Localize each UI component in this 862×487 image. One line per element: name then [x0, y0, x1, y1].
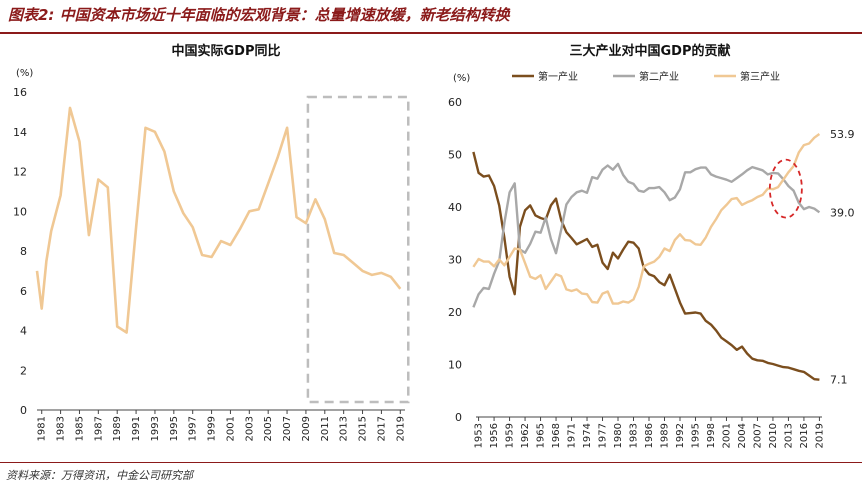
x-tick-label: 1959	[505, 423, 516, 448]
x-tick-label: 2017	[376, 416, 387, 441]
y-tick-label: 10	[13, 205, 27, 218]
figure-header: 图表2: 中国资本市场近十年面临的宏观背景：总量增速放缓，新老结构转换	[0, 0, 862, 34]
y-tick-label: 14	[13, 126, 27, 139]
industry-contribution-chart: 三大产业对中国GDP的贡献 (%) 0 10 20 30 40 50 60 1953 1956 195…	[448, 43, 855, 448]
secondary-industry-line	[472, 162, 821, 308]
figure-footer: 资料来源：万得资讯，中金公司研究部	[0, 462, 862, 487]
x-tick-label: 1997	[188, 416, 199, 441]
y-tick-label: 2	[20, 364, 27, 377]
tertiary-industry-line	[472, 133, 821, 305]
x-tick-label: 1956	[489, 423, 500, 448]
legend-label: 第一产业	[538, 70, 578, 83]
highlight-box	[306, 95, 410, 404]
x-tick-label: 2019	[814, 423, 825, 448]
x-tick-label: 1999	[207, 416, 218, 441]
y-tick-label: 12	[13, 166, 27, 179]
x-tick-label: 1998	[706, 423, 717, 448]
x-tick-label: 2005	[263, 416, 274, 441]
highlight-ellipse	[768, 158, 803, 219]
y-tick-label: 0	[455, 411, 462, 424]
x-tick-label: 2003	[244, 416, 255, 441]
source-note: 资料来源：万得资讯，中金公司研究部	[6, 469, 193, 482]
end-value-label: 7.1	[830, 374, 848, 387]
y-tick-label: 30	[448, 254, 462, 267]
y-tick-label: 4	[20, 325, 27, 338]
charts-canvas: 中国实际GDP同比 (%) 0 2 4 6 8 10 12 14 16 1981 1983 1985 198…	[13, 43, 855, 448]
end-value-label: 39.0	[830, 206, 855, 219]
x-tick-label: 1993	[150, 416, 161, 441]
x-tick-label: 2019	[395, 416, 406, 441]
y-tick-label: 16	[13, 86, 27, 99]
x-tick-label: 2004	[737, 423, 748, 448]
x-tick-label: 1986	[644, 423, 655, 448]
x-tick-label: 1977	[598, 423, 609, 448]
x-tick-label: 1995	[690, 423, 701, 448]
x-tick-label: 2007	[752, 423, 763, 448]
x-tick-label: 1962	[520, 423, 531, 448]
y-axis-unit: (%)	[16, 68, 33, 79]
x-tick-label: 1971	[567, 423, 578, 448]
end-value-label: 53.9	[830, 128, 855, 141]
primary-industry-line	[472, 151, 820, 381]
legend-label: 第三产业	[740, 70, 780, 83]
x-tick-label: 1991	[131, 416, 142, 441]
y-tick-label: 8	[20, 245, 27, 258]
x-tick-label: 2013	[783, 423, 794, 448]
x-tick-label: 1985	[74, 416, 85, 441]
gdp-growth-chart: 中国实际GDP同比 (%) 0 2 4 6 8 10 12 14 16 1981 1983 1985 198…	[13, 43, 410, 441]
x-tick-label: 2016	[799, 423, 810, 448]
x-tick-label: 1992	[675, 423, 686, 448]
x-tick-label: 1983	[56, 416, 67, 441]
x-tick-label: 2015	[358, 416, 369, 441]
y-tick-label: 20	[448, 306, 462, 319]
x-tick-label: 2001	[225, 416, 236, 441]
x-tick-label: 1989	[659, 423, 670, 448]
y-tick-label: 6	[20, 285, 27, 298]
x-tick-label: 2010	[768, 423, 779, 448]
y-tick-label: 40	[448, 201, 462, 214]
y-tick-label: 60	[448, 96, 462, 109]
x-tick-label: 1989	[112, 416, 123, 441]
figure-title: 图表2: 中国资本市场近十年面临的宏观背景：总量增速放缓，新老结构转换	[8, 6, 510, 24]
x-tick-label: 1953	[474, 423, 485, 448]
x-tick-label: 2001	[721, 423, 732, 448]
chart-title: 中国实际GDP同比	[172, 43, 281, 59]
x-tick-label: 1974	[582, 423, 593, 448]
x-tick-label: 1980	[613, 423, 624, 448]
x-tick-label: 1981	[37, 416, 48, 441]
x-tick-label: 1965	[536, 423, 547, 448]
chart-title: 三大产业对中国GDP的贡献	[570, 43, 731, 59]
x-tick-label: 2011	[320, 416, 331, 441]
x-tick-label: 2013	[339, 416, 350, 441]
x-tick-label: 1968	[551, 423, 562, 448]
x-tick-label: 1995	[169, 416, 180, 441]
y-tick-label: 50	[448, 149, 462, 162]
y-tick-label: 0	[20, 404, 27, 417]
x-tick-label: 2007	[282, 416, 293, 441]
x-tick-label: 1987	[93, 416, 104, 441]
gdp-growth-line	[35, 106, 402, 334]
y-tick-label: 10	[448, 359, 462, 372]
x-tick-label: 1983	[629, 423, 640, 448]
x-tick-label: 2009	[301, 416, 312, 441]
legend-label: 第二产业	[639, 70, 679, 83]
y-axis-unit: (%)	[453, 73, 470, 84]
